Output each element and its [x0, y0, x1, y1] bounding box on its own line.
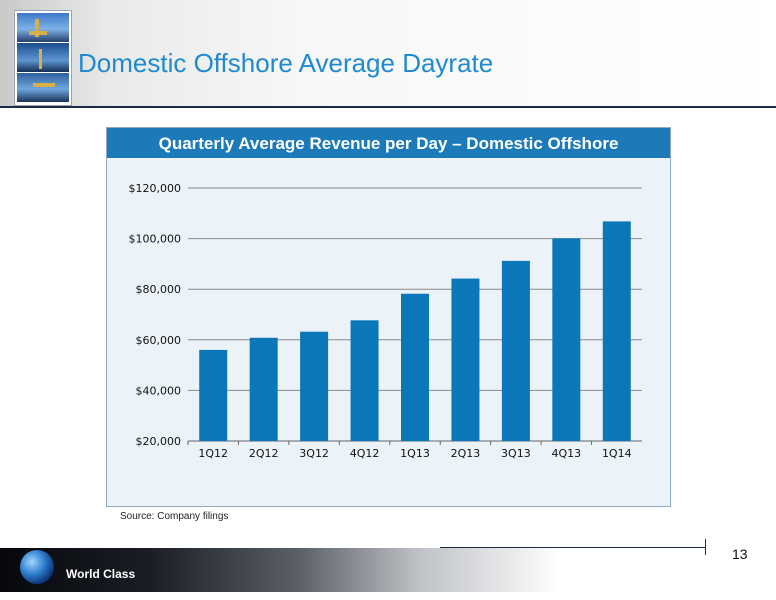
y-tick-label: $80,000: [136, 283, 182, 296]
chart-panel: Quarterly Average Revenue per Day – Dome…: [106, 127, 671, 522]
y-tick-label: $40,000: [136, 384, 182, 397]
x-tick-label: 3Q12: [299, 447, 329, 460]
chart-body: $20,000 $40,000 $60,000 $80,000 $100,000 $120…: [107, 158, 670, 522]
x-tick-label: 1Q13: [400, 447, 430, 460]
x-tick-label: 4Q13: [552, 447, 582, 460]
footer-divider: [440, 547, 706, 548]
bar-chart: $20,000 $40,000 $60,000 $80,000 $100,000 $120…: [129, 182, 642, 460]
bar: [300, 331, 329, 441]
rig-photo-bottom: [17, 73, 69, 102]
y-tick-label: $20,000: [136, 435, 182, 448]
x-tick-label: 2Q12: [249, 447, 279, 460]
x-tick-label: 2Q13: [451, 447, 481, 460]
bar: [199, 349, 228, 441]
bar: [602, 221, 631, 441]
bar: [552, 238, 581, 441]
bar: [401, 293, 429, 441]
x-tick-label: 4Q12: [350, 447, 380, 460]
bar: [249, 337, 278, 441]
chart-title: Quarterly Average Revenue per Day – Dome…: [107, 128, 670, 158]
rig-icon: [39, 49, 42, 69]
rig-deck-icon: [33, 83, 55, 87]
globe-logo-icon: [20, 550, 54, 584]
y-tick-label: $60,000: [136, 334, 182, 347]
page-number: 13: [732, 546, 748, 562]
rig-deck-icon: [29, 31, 47, 35]
footer-divider-tick: [705, 539, 706, 555]
x-tick-label: 1Q14: [602, 447, 632, 460]
bar: [501, 260, 530, 441]
bar: [350, 320, 379, 441]
x-tick-label: 1Q12: [198, 447, 228, 460]
offshore-rig-photo-strip: [14, 10, 72, 106]
rig-photo-top: [17, 13, 69, 42]
y-tick-label: $100,000: [129, 233, 182, 246]
rig-icon: [35, 19, 39, 37]
y-tick-label: $120,000: [129, 182, 182, 195]
rig-photo-middle: [17, 43, 69, 72]
footer-bar: [0, 548, 776, 592]
header-divider: [0, 106, 776, 108]
header-banner: [0, 0, 776, 108]
bar: [451, 278, 480, 441]
x-tick-label: 3Q13: [501, 447, 531, 460]
page-title: Domestic Offshore Average Dayrate: [78, 48, 494, 78]
footer-brand: World Class: [66, 567, 136, 581]
source-note: Source: Company filings: [120, 511, 229, 522]
